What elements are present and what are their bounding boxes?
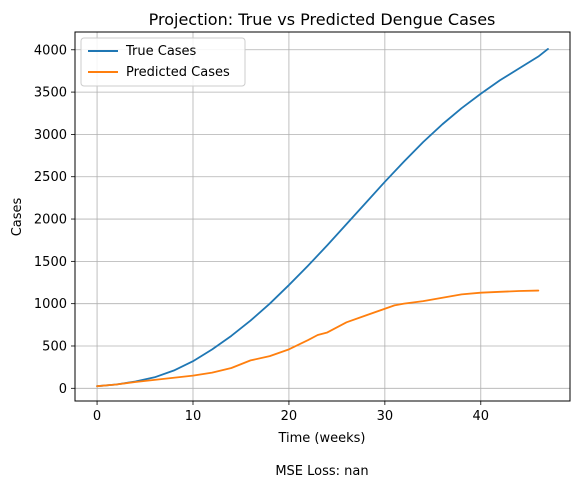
mse-loss-text: MSE Loss: nan	[275, 464, 368, 479]
y-tick-label: 1000	[34, 297, 67, 312]
legend: True Cases Predicted Cases	[80, 37, 246, 87]
legend-label-predicted-cases: Predicted Cases	[126, 65, 230, 80]
x-tick-label: 40	[473, 409, 490, 424]
tick-marks	[71, 49, 482, 405]
y-tick-label: 0	[59, 382, 67, 397]
y-tick-label: 2500	[34, 170, 67, 185]
y-tick-label: 3000	[34, 128, 67, 143]
chart-title: Projection: True vs Predicted Dengue Cas…	[149, 10, 496, 29]
grid-lines	[75, 32, 570, 401]
x-tick-label: 20	[281, 409, 298, 424]
x-tick-label: 10	[185, 409, 202, 424]
y-tick-label: 500	[42, 339, 67, 354]
y-tick-label: 2000	[34, 213, 67, 228]
y-tick-label: 1500	[34, 255, 67, 270]
x-tick-label: 30	[377, 409, 394, 424]
tick-labels: 0 10 20 30 40 0 500 1000 1500 2000 2500 3000 3500 400…	[34, 43, 489, 424]
y-tick-label: 3500	[34, 86, 67, 101]
y-axis-label: Cases	[10, 197, 25, 236]
legend-box	[80, 37, 246, 87]
series-line-predicted-cases	[96, 289, 540, 388]
series-line-true-cases	[96, 48, 549, 388]
legend-label-true-cases: True Cases	[125, 44, 197, 59]
x-tick-label: 0	[93, 409, 101, 424]
y-tick-label: 4000	[34, 43, 67, 58]
plot-lines	[96, 48, 549, 388]
x-axis-label: Time (weeks)	[277, 431, 365, 446]
plot-frame	[74, 31, 571, 402]
